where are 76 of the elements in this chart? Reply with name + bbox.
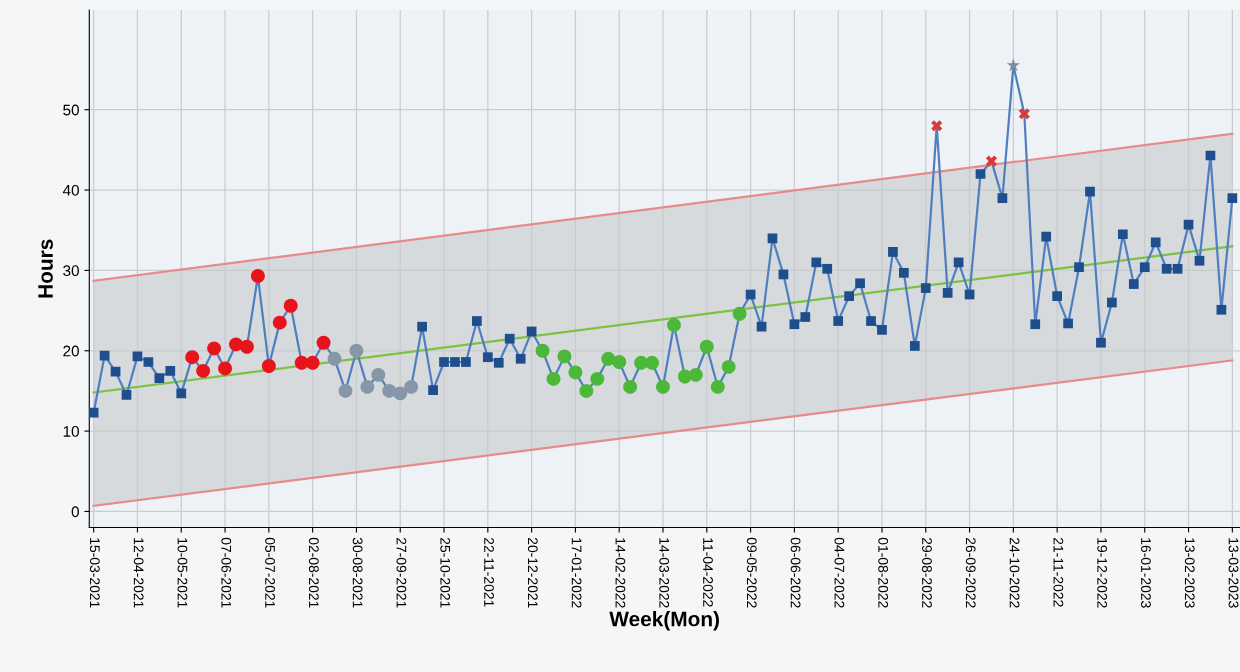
x-tick-label: 06-06-2022 — [790, 537, 801, 608]
x-tick-label: 09-05-2022 — [746, 537, 757, 608]
y-tick-label: 30 — [63, 265, 79, 277]
point — [272, 315, 287, 330]
point — [207, 341, 222, 356]
x-tick-label: 01-08-2022 — [878, 537, 889, 608]
x-tick-label: 14-03-2022 — [659, 538, 670, 608]
point — [568, 365, 583, 380]
point — [283, 298, 298, 313]
point — [601, 351, 616, 366]
x-tick-label: 13-03-2023 — [1228, 538, 1239, 608]
x-tick-label: 29-08-2022 — [922, 537, 932, 608]
point — [546, 371, 561, 386]
x-tick-label: 16-01-2023 — [1141, 538, 1151, 608]
point — [612, 355, 627, 369]
y-tick-label: 10 — [63, 425, 79, 437]
point — [1006, 58, 1020, 72]
point — [590, 371, 605, 386]
x-tick-label: 14-02-2022 — [615, 538, 626, 608]
point — [535, 343, 550, 358]
point — [196, 363, 211, 378]
x-tick-label: 13-02-2023 — [1184, 538, 1195, 608]
y-tick-label: 0 — [71, 506, 79, 518]
point — [699, 339, 714, 354]
point — [185, 350, 200, 365]
x-tick-label: 30-08-2021 — [352, 537, 363, 608]
y-axis-title: Hours — [38, 239, 53, 298]
y-tick-label: 40 — [62, 184, 79, 196]
x-tick-label: 10-05-2021 — [177, 538, 188, 608]
y-tick-label: 50 — [63, 104, 79, 116]
x-axis-title: Week(Mon) — [609, 611, 719, 631]
point — [645, 355, 659, 370]
point — [656, 379, 670, 394]
point — [579, 383, 594, 398]
point — [229, 337, 243, 352]
x-tick-label: 15-03-2021 — [89, 538, 100, 608]
point — [557, 349, 572, 364]
point — [931, 120, 943, 132]
point — [382, 383, 397, 398]
point — [305, 355, 320, 370]
x-tick-label: 20-12-2021 — [527, 537, 538, 608]
point — [393, 386, 408, 401]
x-tick-label: 24-10-2022 — [1009, 537, 1020, 608]
point — [349, 343, 364, 358]
point — [360, 379, 375, 394]
point — [721, 359, 736, 374]
point — [250, 269, 265, 283]
x-tick-label: 17-01-2022 — [571, 538, 582, 608]
x-tick-label: 25-10-2021 — [440, 537, 451, 608]
x-tick-label: 12-04-2021 — [133, 538, 144, 608]
x-tick-label: 04-07-2022 — [834, 537, 845, 608]
point — [985, 155, 998, 167]
point — [688, 367, 703, 382]
x-tick-label: 11-04-2022 — [703, 538, 713, 607]
x-tick-label: 02-08-2021 — [308, 537, 319, 608]
x-tick-label: 21-11-2022 — [1053, 537, 1064, 607]
x-tick-label: 19-12-2022 — [1097, 538, 1108, 608]
point — [732, 306, 747, 321]
point — [404, 379, 419, 394]
x-tick-label: 26-09-2022 — [965, 537, 976, 608]
point — [240, 339, 254, 354]
x-tick-label: 07-06-2021 — [221, 537, 232, 608]
point — [1018, 108, 1030, 120]
point — [338, 383, 353, 398]
point — [316, 335, 331, 350]
x-tick-label: 27-09-2021 — [396, 537, 407, 608]
y-tick-label: 20 — [63, 345, 79, 357]
point — [218, 361, 232, 376]
point — [710, 379, 725, 394]
point — [327, 351, 342, 366]
point — [623, 379, 638, 394]
x-tick-label: 22-11-2021 — [484, 537, 494, 607]
point — [261, 359, 276, 373]
point — [371, 367, 386, 382]
point — [667, 318, 681, 332]
x-tick-label: 05-07-2021 — [265, 537, 275, 608]
